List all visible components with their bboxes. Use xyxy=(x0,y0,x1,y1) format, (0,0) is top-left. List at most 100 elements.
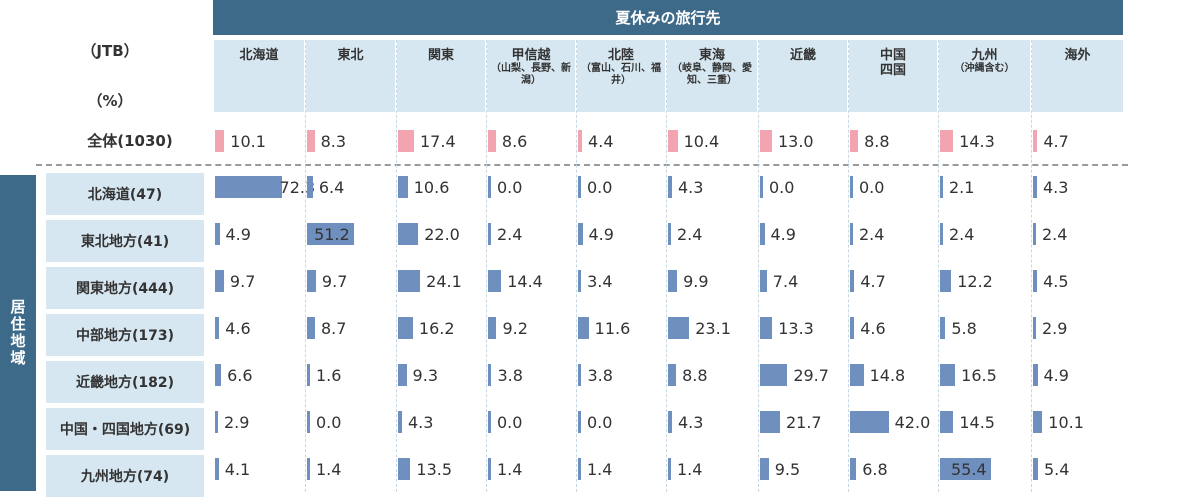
region-row-value: 9.7 xyxy=(321,271,348,291)
region-row-bar xyxy=(578,317,589,339)
total-bar xyxy=(578,130,583,152)
region-row-bar xyxy=(578,364,582,386)
region-row-value: 3.8 xyxy=(497,365,523,385)
region-row-value: 3.4 xyxy=(587,271,613,291)
total-value: 8.6 xyxy=(501,131,528,151)
region-row-bar xyxy=(1033,176,1037,198)
region-row-bar xyxy=(668,270,678,292)
region-row-bar xyxy=(215,411,218,433)
region-row-bar xyxy=(215,176,282,198)
region-row-bar xyxy=(488,411,491,433)
column-name: 九州 xyxy=(971,48,998,63)
region-row-bar xyxy=(488,317,497,339)
region-row-bar xyxy=(1033,458,1038,480)
column-name: 近畿 xyxy=(789,48,816,63)
region-row-bar xyxy=(1033,270,1038,292)
region-row-value: 23.1 xyxy=(695,318,731,338)
region-row-value: 1.4 xyxy=(316,459,342,479)
region-row-value: 2.4 xyxy=(677,224,703,244)
region-row-bar xyxy=(760,223,765,245)
total-value: 8.8 xyxy=(864,131,890,151)
region-row-bar xyxy=(578,411,581,433)
region-row-value: 9.9 xyxy=(683,271,709,291)
total-value: 10.4 xyxy=(683,131,720,151)
region-row-value: 3.8 xyxy=(587,365,613,385)
table-title: 夏休みの旅行先 xyxy=(615,9,721,27)
region-row-bar xyxy=(488,270,502,292)
column-header: 中国四国 xyxy=(849,40,937,112)
row-label: 九州地方(74) xyxy=(46,455,204,497)
region-row-value: 29.7 xyxy=(793,365,829,385)
region-row-bar xyxy=(1033,364,1038,386)
region-row-bar xyxy=(307,270,316,292)
region-row-bar xyxy=(398,317,413,339)
region-row-value: 1.4 xyxy=(587,459,613,479)
total-value: 4.4 xyxy=(588,131,614,151)
column-subtitle: （岐阜、静岡、愛知、三重） xyxy=(672,63,752,86)
region-row-value: 9.2 xyxy=(502,318,528,338)
region-row-value: 51.2 xyxy=(314,224,350,244)
column-subtitle: （沖縄含む） xyxy=(954,63,1015,74)
region-row-bar xyxy=(488,458,491,480)
total-value: 10.1 xyxy=(230,131,266,151)
region-row-bar xyxy=(940,317,946,339)
region-row-bar xyxy=(668,176,672,198)
region-row-bar xyxy=(215,458,219,480)
region-row-bar xyxy=(668,458,671,480)
region-row-value: 9.7 xyxy=(229,271,256,291)
region-row-value: 4.3 xyxy=(677,412,704,432)
column-separator xyxy=(486,40,487,492)
region-row-bar xyxy=(307,223,355,245)
total-value: 4.7 xyxy=(1043,131,1069,151)
region-row-value: 11.6 xyxy=(594,318,631,338)
region-row-bar xyxy=(760,176,763,198)
region-row-value: 0.0 xyxy=(587,412,613,432)
column-subtitle: （山梨、長野、新潟） xyxy=(491,63,571,86)
region-row-bar xyxy=(760,317,773,339)
region-row-bar xyxy=(488,176,491,198)
total-bar xyxy=(307,130,315,152)
region-row-value: 6.4 xyxy=(318,177,345,197)
region-row-bar xyxy=(668,317,690,339)
region-row-bar xyxy=(850,176,853,198)
total-divider xyxy=(36,164,1128,166)
column-separator xyxy=(666,40,667,492)
region-row-value: 14.4 xyxy=(507,271,543,291)
region-row-value: 7.4 xyxy=(772,271,799,291)
region-row-value: 0.0 xyxy=(316,412,342,432)
source-label: （JTB） xyxy=(81,42,139,60)
column-header: 東海 （岐阜、静岡、愛知、三重） xyxy=(667,40,757,112)
region-row-value: 10.6 xyxy=(413,177,450,197)
region-row-bar xyxy=(398,270,421,292)
region-row-value: 42.0 xyxy=(894,412,931,432)
region-row-bar xyxy=(398,223,419,245)
region-axis-label: 居住地域 xyxy=(8,299,27,367)
region-row-bar xyxy=(215,317,220,339)
region-row-value: 4.9 xyxy=(588,224,614,244)
region-row-bar xyxy=(940,458,991,480)
unit-label: （%） xyxy=(87,92,133,110)
column-name: 東海 xyxy=(698,48,725,63)
region-row-bar xyxy=(940,364,956,386)
region-row-bar xyxy=(850,317,855,339)
region-row-bar xyxy=(850,223,853,245)
region-row-value: 9.5 xyxy=(774,459,801,479)
total-value: 14.3 xyxy=(959,131,995,151)
region-row-value: 8.7 xyxy=(321,318,347,338)
column-header: 近畿 xyxy=(759,40,847,112)
region-row-value: 2.9 xyxy=(1042,318,1068,338)
region-row-value: 16.2 xyxy=(418,318,455,338)
region-row-bar xyxy=(307,458,310,480)
region-row-value: 0.0 xyxy=(497,412,523,432)
table-title-band: 夏休みの旅行先 xyxy=(213,0,1123,35)
column-separator xyxy=(576,40,577,492)
region-row-bar xyxy=(307,176,313,198)
row-label: 中部地方(173) xyxy=(46,314,204,356)
region-row-value: 4.6 xyxy=(860,318,886,338)
region-row-value: 22.0 xyxy=(424,224,460,244)
row-label: 関東地方(444) xyxy=(46,267,204,309)
region-row-bar xyxy=(668,411,672,433)
region-row-bar xyxy=(307,317,315,339)
column-header: 東北 xyxy=(306,40,395,112)
region-row-bar xyxy=(940,223,943,245)
